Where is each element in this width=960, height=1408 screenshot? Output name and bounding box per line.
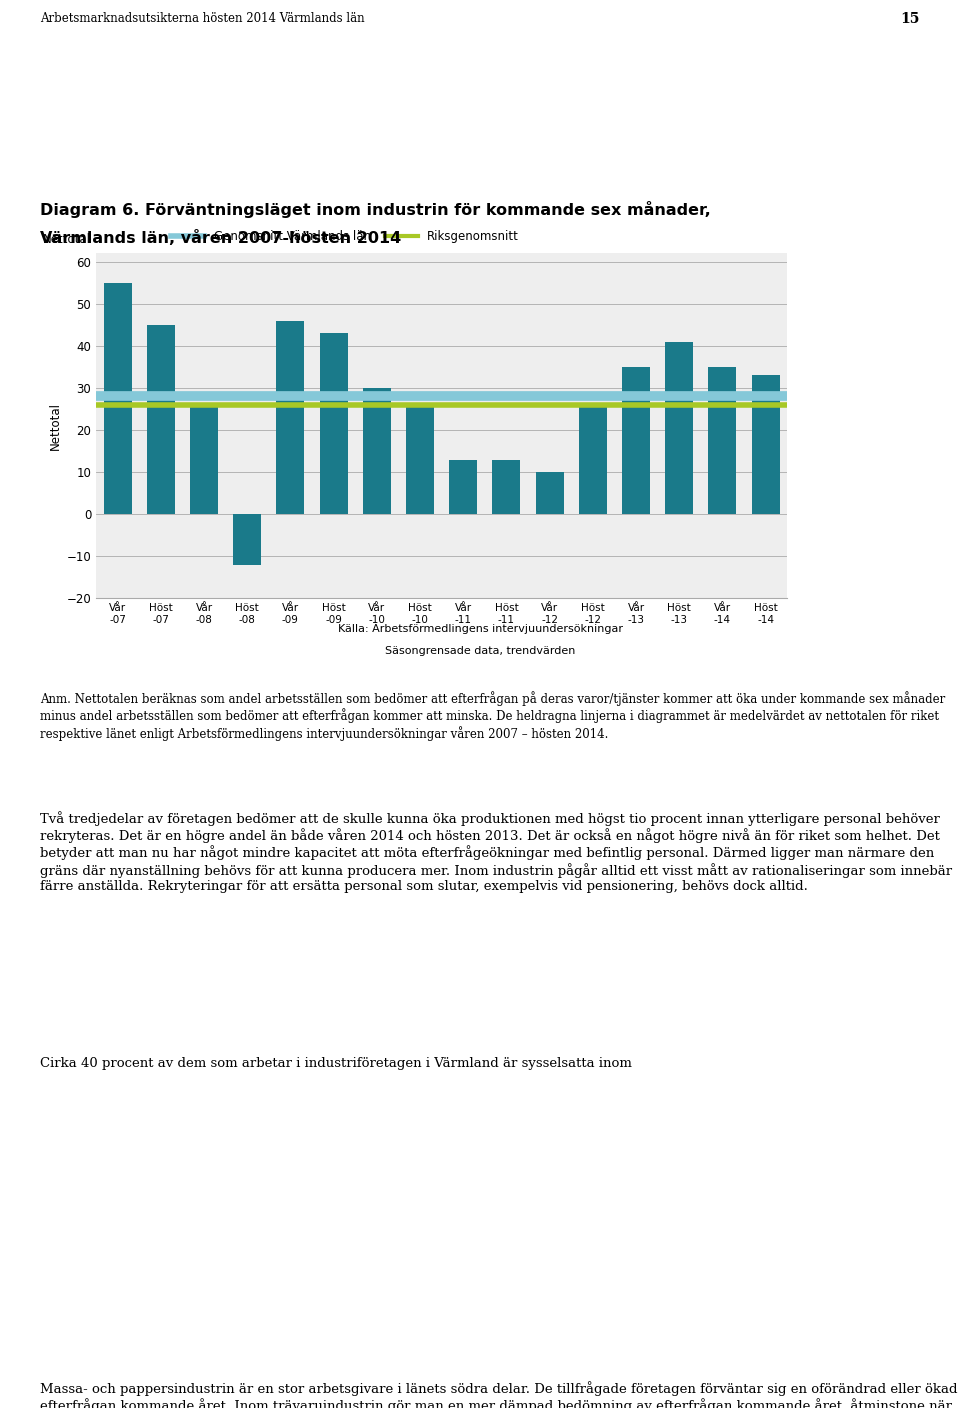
Bar	[363, 389, 391, 514]
Y-axis label: Nettotal: Nettotal	[49, 401, 62, 451]
Bar	[665, 342, 693, 514]
Text: Nettotal: Nettotal	[43, 234, 91, 246]
Bar	[492, 459, 520, 514]
Bar	[104, 283, 132, 514]
Text: Två tredjedelar av företagen bedömer att de skulle kunna öka produktionen med hö: Två tredjedelar av företagen bedömer att…	[40, 811, 952, 893]
Text: Diagram 6. Förväntningsläget inom industrin för kommande sex månader,: Diagram 6. Förväntningsläget inom indust…	[40, 201, 711, 218]
Bar	[406, 406, 434, 514]
Bar	[190, 406, 218, 514]
Text: Massa- och pappersindustrin är en stor arbetsgivare i länets södra delar. De til: Massa- och pappersindustrin är en stor a…	[40, 1381, 958, 1408]
Bar	[752, 376, 780, 514]
Bar	[276, 321, 304, 514]
Text: Värmlands län, våren 2007-hösten 2014: Värmlands län, våren 2007-hösten 2014	[40, 231, 401, 246]
Bar	[536, 472, 564, 514]
Text: Cirka 40 procent av dem som arbetar i industriföretagen i Värmland är sysselsatt: Cirka 40 procent av dem som arbetar i in…	[40, 1057, 636, 1070]
Text: 15: 15	[900, 11, 920, 25]
Text: Säsongrensade data, trendvärden: Säsongrensade data, trendvärden	[385, 646, 575, 656]
Bar	[622, 367, 650, 514]
Legend: Genomsnitt Värmlands län, Riksgenomsnitt: Genomsnitt Värmlands län, Riksgenomsnitt	[171, 230, 519, 244]
Bar	[320, 334, 348, 514]
Bar	[449, 459, 477, 514]
Text: Arbetsmarknadsutsikterna hösten 2014 Värmlands län: Arbetsmarknadsutsikterna hösten 2014 Vär…	[40, 11, 365, 25]
Bar	[579, 406, 607, 514]
Bar	[233, 514, 261, 565]
Bar	[147, 325, 175, 514]
Bar	[708, 367, 736, 514]
Text: Anm. Nettotalen beräknas som andel arbetsställen som bedömer att efterfrågan på : Anm. Nettotalen beräknas som andel arbet…	[40, 691, 946, 741]
Text: Källa: Arbetsförmedlingens intervjuundersökningar: Källa: Arbetsförmedlingens intervjuunder…	[338, 624, 622, 634]
